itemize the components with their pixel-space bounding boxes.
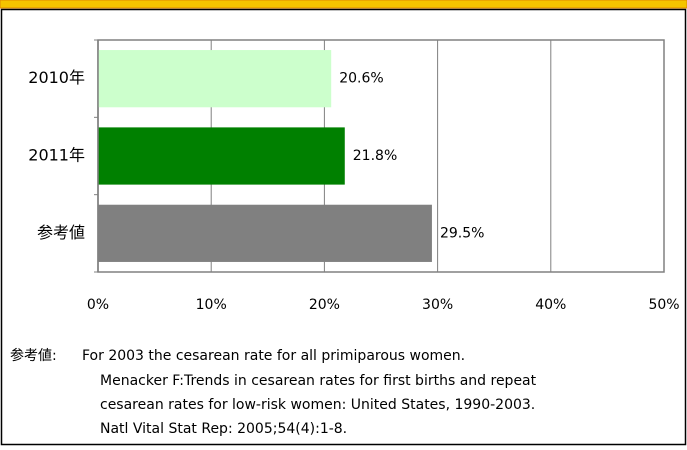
value-label: 20.6% <box>339 71 383 87</box>
y-tick-label: 2010年 <box>28 68 85 87</box>
bar <box>98 127 345 185</box>
note-label: 参考値: <box>10 347 57 364</box>
x-tick-label: 50% <box>648 297 679 313</box>
frame <box>0 8 687 446</box>
x-tick-label: 0% <box>87 297 109 313</box>
y-tick-label: 参考値 <box>37 223 85 242</box>
note-line: For 2003 the cesarean rate for all primi… <box>82 348 465 364</box>
note-line: Natl Vital Stat Rep: 2005;54(4):1-8. <box>100 421 347 437</box>
bar <box>98 204 432 262</box>
note-line: Menacker F:Trends in cesarean rates for … <box>100 373 537 389</box>
value-label: 29.5% <box>440 225 484 241</box>
y-tick-label: 2011年 <box>28 146 85 165</box>
x-tick-label: 30% <box>422 297 453 313</box>
x-tick-label: 40% <box>535 297 566 313</box>
bar <box>98 50 332 108</box>
x-tick-label: 20% <box>309 297 340 313</box>
note-line: cesarean rates for low-risk women: Unite… <box>100 397 535 413</box>
top-band <box>0 0 687 9</box>
x-tick-label: 10% <box>196 297 227 313</box>
value-label: 21.8% <box>353 148 397 164</box>
